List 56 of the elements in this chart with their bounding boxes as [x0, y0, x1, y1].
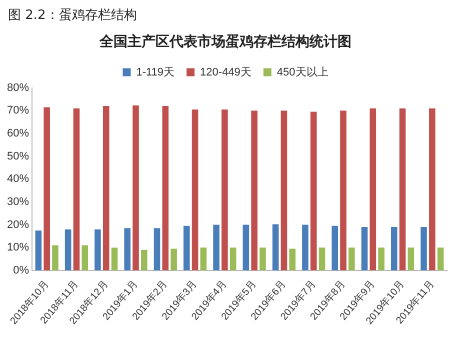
- bar: [44, 107, 50, 270]
- bar: [52, 245, 58, 270]
- bar: [361, 227, 368, 270]
- bar: [102, 106, 110, 270]
- y-tick-label: 60%: [6, 127, 30, 140]
- bar: [222, 109, 228, 270]
- y-tick-label: 70%: [6, 104, 30, 117]
- bar: [73, 108, 80, 270]
- bar: [378, 248, 384, 270]
- y-tick-label: 80%: [6, 82, 30, 94]
- bar: [280, 110, 288, 270]
- bar: [94, 229, 101, 270]
- bar: [64, 229, 72, 270]
- y-tick-label: 10%: [6, 242, 30, 254]
- chart-title: 全国主产区代表市场蛋鸡存栏结构统计图: [98, 33, 352, 50]
- bar: [200, 248, 207, 270]
- bar: [192, 109, 198, 270]
- bar: [162, 106, 169, 270]
- bar: [230, 248, 236, 270]
- bar: [420, 227, 427, 270]
- legend-label: 450天以上: [276, 65, 328, 78]
- bar: [242, 224, 250, 270]
- bar: [111, 248, 118, 270]
- bar: [390, 227, 398, 270]
- bar: [251, 110, 258, 270]
- bar: [370, 108, 376, 270]
- y-tick-label: 30%: [6, 196, 30, 208]
- bar: [429, 108, 436, 270]
- bar: [35, 230, 42, 270]
- bar: [399, 108, 406, 270]
- bar: [310, 112, 317, 270]
- y-tick-label: 40%: [6, 173, 30, 186]
- bar: [332, 226, 338, 270]
- bar: [318, 248, 326, 270]
- caption: 图 2.2：蛋鸡存栏结构: [8, 7, 137, 24]
- bar: [141, 250, 148, 270]
- bar: [289, 248, 296, 270]
- y-tick-label: 0%: [13, 264, 30, 276]
- bar: [408, 248, 414, 270]
- legend-label: 1-119天: [136, 66, 175, 78]
- bar: [272, 224, 279, 270]
- bar: [437, 248, 444, 270]
- bar: [82, 245, 88, 270]
- legend-label: 120-449天: [200, 66, 252, 78]
- bar: [154, 228, 160, 270]
- bar: [260, 248, 266, 270]
- bar: [302, 224, 308, 270]
- bar: [340, 110, 346, 270]
- y-tick-label: 50%: [6, 150, 30, 162]
- y-tick-label: 20%: [6, 218, 30, 231]
- bar: [348, 248, 355, 270]
- bar: [213, 224, 220, 270]
- bar: [124, 228, 131, 270]
- bar: [132, 105, 139, 270]
- bar: [170, 248, 177, 270]
- bar: [184, 226, 190, 270]
